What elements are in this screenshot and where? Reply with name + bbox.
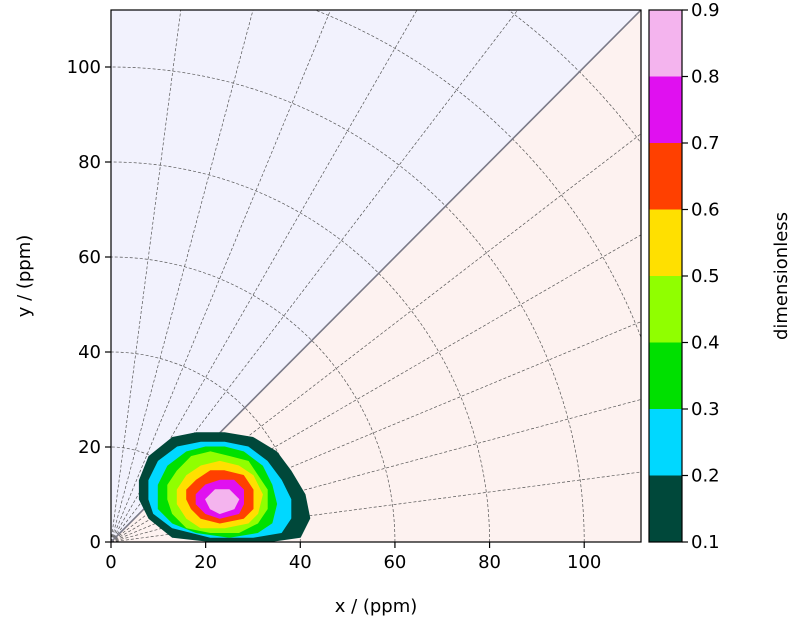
contour-level-0.8 <box>205 489 240 514</box>
y-tick-label: 40 <box>78 342 101 363</box>
colorbar-segment <box>649 143 682 210</box>
colorbar-segment <box>649 475 682 542</box>
contour-bands <box>138 432 311 542</box>
x-tick-label: 60 <box>383 552 406 573</box>
colorbar-tick-label: 0.1 <box>691 532 720 553</box>
y-tick-label: 100 <box>67 57 101 78</box>
y-axis: 0 20 40 60 80 100 <box>67 57 111 553</box>
y-tick-label: 0 <box>90 532 101 553</box>
colorbar-tick-label: 0.8 <box>691 67 720 88</box>
colorbar-tick-label: 0.9 <box>691 0 720 21</box>
x-axis: 0 20 40 60 80 100 <box>105 542 601 573</box>
colorbar-label: dimensionless <box>771 212 792 340</box>
colorbar-segment <box>649 76 682 143</box>
plot-frame <box>110 9 642 543</box>
y-tick-label: 80 <box>78 152 101 173</box>
colorbar-segment <box>649 409 682 476</box>
colorbar-tick-label: 0.6 <box>691 200 720 221</box>
colorbar-tick-label: 0.2 <box>691 466 720 487</box>
y-axis-label: y / (ppm) <box>14 235 35 318</box>
colorbar-segment <box>649 342 682 409</box>
colorbar-segment <box>649 276 682 343</box>
x-tick-label: 0 <box>105 552 116 573</box>
x-tick-label: 40 <box>289 552 312 573</box>
colorbar-tick-label: 0.4 <box>691 333 720 354</box>
colorbar-tick-label: 0.5 <box>691 266 720 287</box>
grid-arc <box>111 256 396 542</box>
colorbar: 0.1 0.2 0.3 0.4 0.5 0.6 0.7 0.8 0.9 <box>648 0 720 553</box>
x-axis-label: x / (ppm) <box>335 596 418 617</box>
colorbar-segment <box>649 209 682 276</box>
grid-arc <box>111 161 490 542</box>
x-tick-label: 100 <box>567 552 601 573</box>
y-tick-label: 20 <box>78 437 101 458</box>
x-tick-label: 20 <box>194 552 217 573</box>
y-tick-label: 60 <box>78 247 101 268</box>
colorbar-segment <box>649 10 682 77</box>
colorbar-tick-label: 0.7 <box>691 133 720 154</box>
x-tick-label: 80 <box>478 552 501 573</box>
colorbar-tick-label: 0.3 <box>691 399 720 420</box>
